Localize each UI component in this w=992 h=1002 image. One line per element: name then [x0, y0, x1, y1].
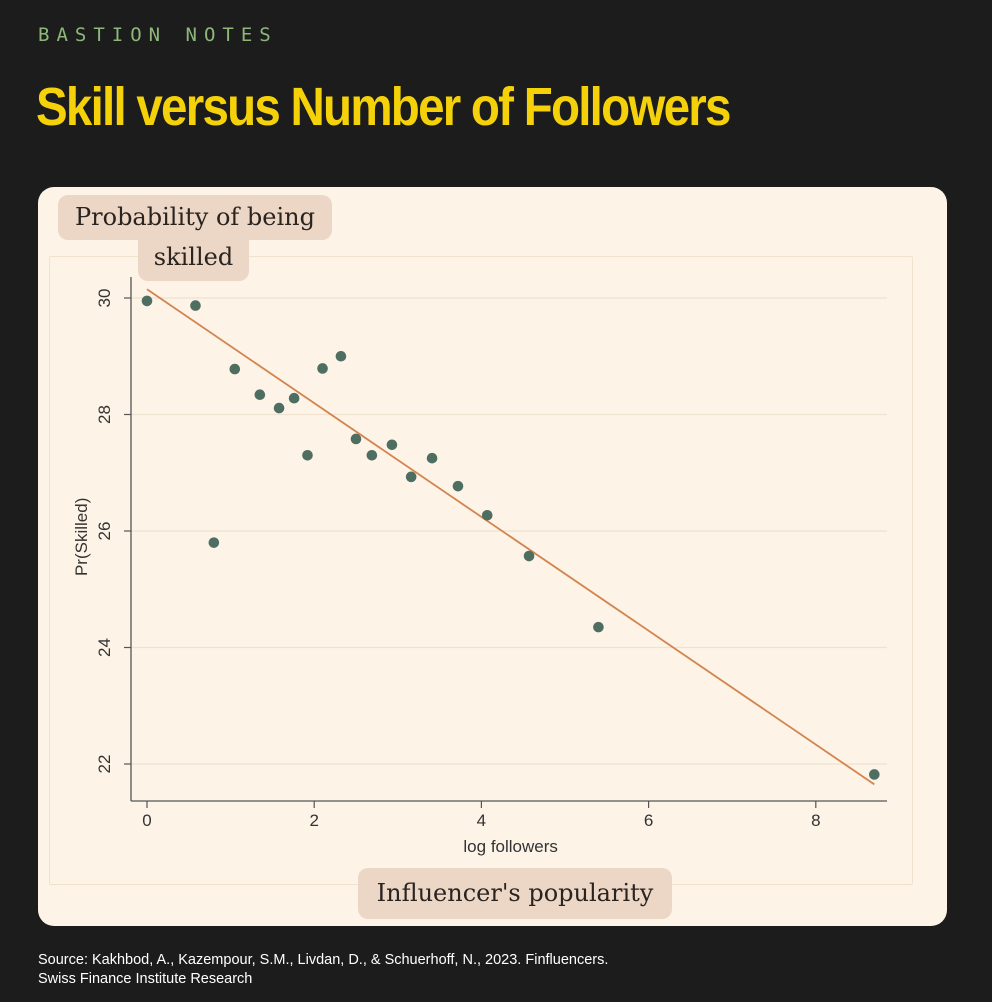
y-tick-label: 26	[95, 522, 114, 541]
y-tick-label: 24	[95, 638, 114, 657]
data-point	[593, 621, 604, 633]
data-point	[254, 389, 266, 400]
x-callout: Influencer's popularity	[358, 868, 672, 919]
y-tick-label: 28	[95, 405, 114, 424]
data-point	[426, 452, 438, 464]
y-callout-line2: skilled	[138, 237, 249, 281]
data-point	[523, 550, 535, 562]
data-point	[366, 449, 378, 461]
data-point	[273, 402, 285, 414]
data-point	[288, 392, 300, 404]
brand-label: BASTION NOTES	[38, 24, 278, 46]
y-axis-label: Pr(Skilled)	[72, 498, 91, 576]
x-tick-label: 0	[142, 811, 151, 830]
data-point	[386, 439, 398, 451]
data-point	[302, 449, 313, 461]
x-tick-label: 4	[477, 811, 486, 830]
data-point	[317, 363, 328, 374]
fit-line	[146, 288, 875, 786]
data-point	[350, 433, 362, 445]
x-axis-label: log followers	[463, 837, 558, 856]
chart-card: 22 24 26 28 30 0 2 4 6 8 log followers Pr(Skilled) …	[38, 187, 947, 926]
x-tick-label: 8	[811, 811, 820, 830]
page-title: Skill versus Number of Followers	[36, 77, 731, 137]
data-point	[405, 471, 417, 483]
x-tick-label: 6	[644, 811, 653, 830]
data-point	[229, 363, 241, 375]
y-callout-line1: Probability of being	[58, 195, 332, 240]
data-point	[452, 480, 464, 492]
x-tick-label: 2	[309, 811, 318, 830]
source-line-1: Source: Kakhbod, A., Kazempour, S.M., Li…	[38, 952, 609, 968]
source-citation: Source: Kakhbod, A., Kazempour, S.M., Li…	[38, 951, 608, 989]
data-point	[335, 350, 347, 362]
data-point	[208, 537, 220, 548]
data-point	[481, 509, 493, 521]
y-tick-label: 30	[95, 289, 114, 308]
data-point	[869, 769, 880, 780]
data-point	[190, 300, 201, 311]
y-tick-label: 22	[95, 755, 114, 774]
source-line-2: Swiss Finance Institute Research	[38, 971, 253, 987]
data-point	[141, 295, 153, 307]
